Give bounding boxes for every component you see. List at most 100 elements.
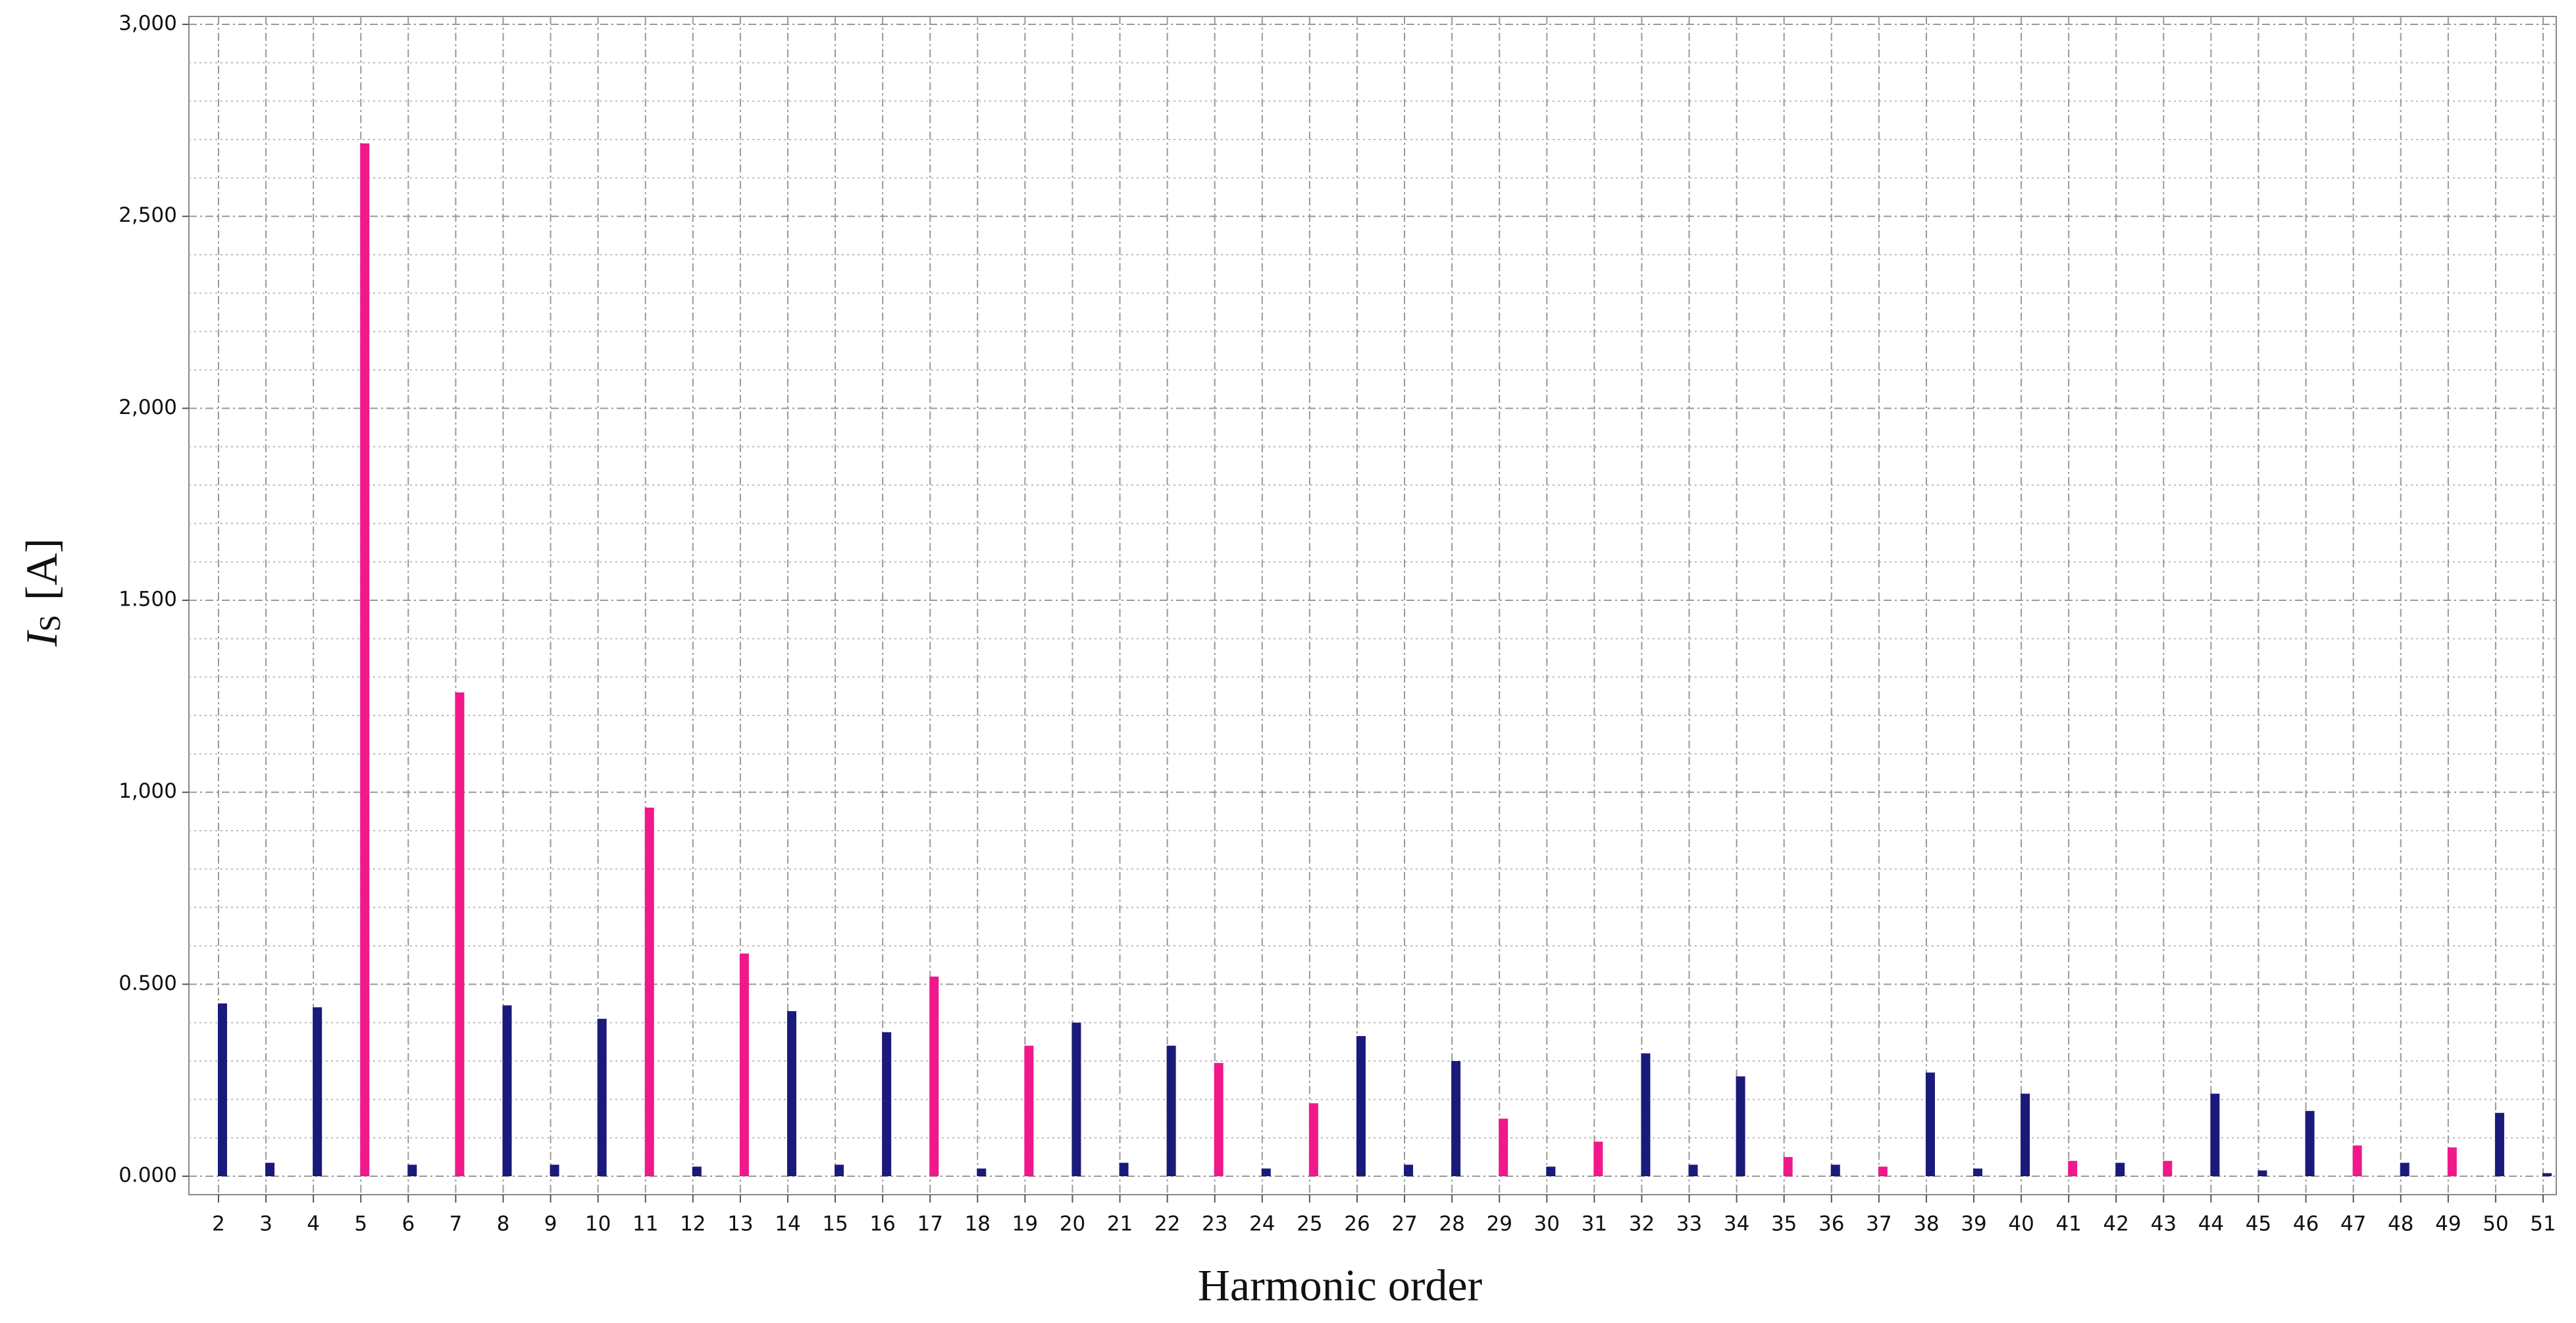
y-tick-label: 1,000	[118, 779, 177, 803]
bar	[1356, 1036, 1366, 1176]
bar	[692, 1166, 702, 1176]
y-unit: [A]	[16, 538, 66, 600]
x-tick-label: 11	[632, 1212, 658, 1236]
bar	[360, 143, 370, 1176]
y-axis-title: IS [A]	[16, 538, 66, 648]
bar	[1166, 1045, 1176, 1176]
x-tick-label: 42	[2103, 1212, 2129, 1236]
bar	[1641, 1053, 1651, 1176]
bar	[1308, 1103, 1318, 1176]
bar	[1830, 1164, 1840, 1176]
bar	[1214, 1062, 1224, 1176]
x-tick-label: 48	[2388, 1212, 2413, 1236]
x-tick-label: 13	[727, 1212, 753, 1236]
x-axis-title: Harmonic order	[1198, 1260, 1483, 1310]
bar	[407, 1164, 417, 1176]
bar	[786, 1011, 796, 1176]
x-tick-label: 4	[307, 1212, 320, 1236]
bar	[1404, 1164, 1414, 1176]
bar	[1024, 1045, 1034, 1176]
bar	[2210, 1093, 2220, 1176]
x-tick-label: 10	[585, 1212, 611, 1236]
x-tick-label: 3	[259, 1212, 272, 1236]
x-tick-label: 35	[1771, 1212, 1797, 1236]
bar	[313, 1007, 322, 1176]
bar	[1593, 1141, 1603, 1176]
x-tick-label: 28	[1439, 1212, 1464, 1236]
bar	[2068, 1160, 2078, 1176]
x-tick-label: 51	[2530, 1212, 2556, 1236]
x-tick-label: 34	[1724, 1212, 1749, 1236]
bar	[835, 1164, 844, 1176]
x-tick-label: 32	[1629, 1212, 1655, 1236]
x-tick-label: 21	[1107, 1212, 1133, 1236]
x-tick-label: 26	[1344, 1212, 1370, 1236]
bar	[1071, 1022, 1081, 1176]
bar	[929, 976, 939, 1176]
x-tick-label: 50	[2483, 1212, 2508, 1236]
x-tick-label: 8	[497, 1212, 510, 1236]
bar	[455, 692, 465, 1176]
x-tick-label: 41	[2055, 1212, 2081, 1236]
x-tick-label: 15	[822, 1212, 848, 1236]
x-tick-label: 19	[1012, 1212, 1038, 1236]
bar	[265, 1162, 275, 1176]
bar	[1261, 1168, 1271, 1176]
bar	[2163, 1160, 2173, 1176]
bar	[1451, 1061, 1461, 1176]
x-tick-label: 39	[1961, 1212, 1986, 1236]
x-tick-label: 40	[2008, 1212, 2034, 1236]
bar	[550, 1164, 559, 1176]
x-tick-label: 5	[354, 1212, 367, 1236]
x-tick-label: 49	[2435, 1212, 2461, 1236]
y-subscript: S	[33, 615, 66, 632]
bar	[1119, 1162, 1129, 1176]
x-tick-label: 18	[965, 1212, 991, 1236]
x-tick-label: 45	[2246, 1212, 2271, 1236]
x-tick-label: 16	[869, 1212, 895, 1236]
x-tick-label: 24	[1249, 1212, 1275, 1236]
x-tick-label: 7	[450, 1212, 463, 1236]
bar	[2305, 1110, 2315, 1176]
y-tick-label: 0.500	[118, 972, 177, 995]
x-tick-label: 27	[1391, 1212, 1417, 1236]
y-tick-label: 2,000	[118, 396, 177, 419]
bar	[2115, 1162, 2125, 1176]
bar	[1878, 1166, 1888, 1176]
x-tick-label: 14	[775, 1212, 800, 1236]
x-tick-label: 44	[2198, 1212, 2224, 1236]
bar	[2021, 1093, 2030, 1176]
bar	[597, 1018, 607, 1176]
bar	[977, 1168, 987, 1176]
bar	[218, 1003, 227, 1176]
bar	[2352, 1145, 2362, 1176]
x-tick-label: 12	[680, 1212, 706, 1236]
y-symbol: I	[16, 629, 66, 647]
x-tick-label: 37	[1866, 1212, 1892, 1236]
bar	[1736, 1076, 1745, 1176]
x-tick-label: 43	[2151, 1212, 2177, 1236]
y-tick-label: 3,000	[118, 12, 177, 36]
x-tick-label: 46	[2293, 1212, 2319, 1236]
bar	[1688, 1164, 1698, 1176]
x-tick-label: 23	[1202, 1212, 1227, 1236]
x-tick-label: 6	[401, 1212, 415, 1236]
x-tick-label: 36	[1818, 1212, 1844, 1236]
x-tick-label: 17	[917, 1212, 942, 1236]
bar	[644, 808, 654, 1176]
x-tick-label: 38	[1913, 1212, 1939, 1236]
y-tick-label: 0.000	[118, 1164, 177, 1187]
x-tick-label: 33	[1676, 1212, 1702, 1236]
x-tick-label: 25	[1297, 1212, 1322, 1236]
x-tick-label: 29	[1486, 1212, 1512, 1236]
y-tick-label: 2,500	[118, 203, 177, 227]
bar	[2257, 1170, 2267, 1176]
bar	[882, 1032, 892, 1176]
bar	[1783, 1156, 1793, 1176]
x-tick-label: 22	[1154, 1212, 1180, 1236]
plot-area	[188, 16, 2557, 1195]
bar	[739, 953, 749, 1176]
x-tick-label: 2	[212, 1212, 225, 1236]
